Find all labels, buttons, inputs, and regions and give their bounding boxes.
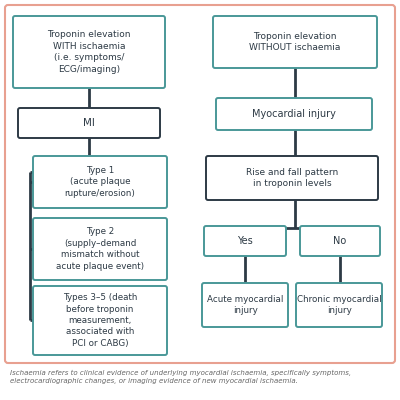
Text: electrocardiographic changes, or imaging evidence of new myocardial ischaemia.: electrocardiographic changes, or imaging… xyxy=(10,378,298,384)
Text: MI: MI xyxy=(83,118,95,128)
Text: Type 1
(acute plaque
rupture/erosion): Type 1 (acute plaque rupture/erosion) xyxy=(64,166,136,198)
Text: Rise and fall pattern
in troponin levels: Rise and fall pattern in troponin levels xyxy=(246,168,338,188)
Text: Chronic myocardial
injury: Chronic myocardial injury xyxy=(297,295,381,315)
FancyBboxPatch shape xyxy=(213,16,377,68)
FancyBboxPatch shape xyxy=(206,156,378,200)
Text: Myocardial injury: Myocardial injury xyxy=(252,109,336,119)
Text: Yes: Yes xyxy=(237,236,253,246)
FancyBboxPatch shape xyxy=(300,226,380,256)
Text: No: No xyxy=(333,236,347,246)
FancyBboxPatch shape xyxy=(202,283,288,327)
FancyBboxPatch shape xyxy=(216,98,372,130)
FancyBboxPatch shape xyxy=(33,286,167,355)
FancyBboxPatch shape xyxy=(204,226,286,256)
Text: Acute myocardial
injury: Acute myocardial injury xyxy=(207,295,283,315)
Text: Troponin elevation
WITH ischaemia
(i.e. symptoms/
ECG/imaging): Troponin elevation WITH ischaemia (i.e. … xyxy=(47,30,131,74)
FancyBboxPatch shape xyxy=(33,218,167,280)
FancyBboxPatch shape xyxy=(296,283,382,327)
FancyBboxPatch shape xyxy=(33,156,167,208)
Text: Troponin elevation
WITHOUT ischaemia: Troponin elevation WITHOUT ischaemia xyxy=(249,32,341,52)
FancyBboxPatch shape xyxy=(13,16,165,88)
Text: Ischaemia refers to clinical evidence of underlying myocardial ischaemia, specif: Ischaemia refers to clinical evidence of… xyxy=(10,370,351,376)
Text: Type 2
(supply–demand
mismatch without
acute plaque event): Type 2 (supply–demand mismatch without a… xyxy=(56,227,144,271)
FancyBboxPatch shape xyxy=(18,108,160,138)
Text: Types 3–5 (death
before troponin
measurement,
associated with
PCI or CABG): Types 3–5 (death before troponin measure… xyxy=(63,293,137,348)
